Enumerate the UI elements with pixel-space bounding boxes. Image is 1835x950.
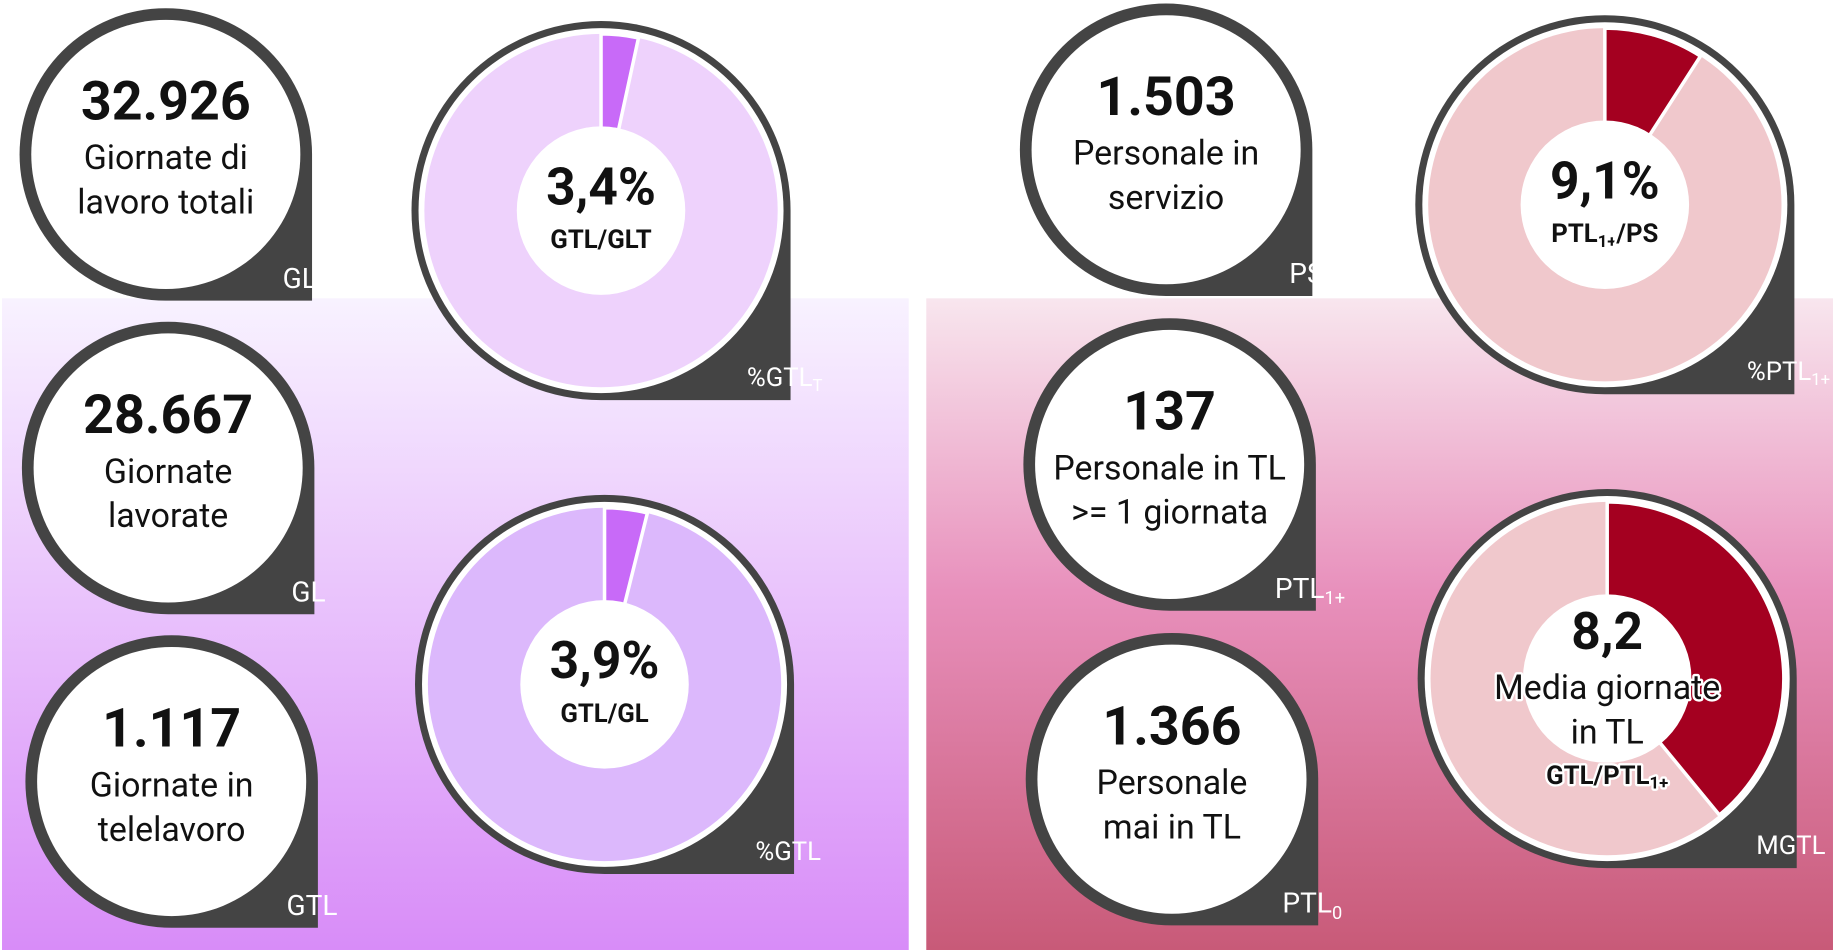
card-code-part: PTL (1282, 887, 1332, 920)
card-value: 1.366 (1102, 695, 1241, 758)
gauge-code-sub: T (812, 376, 822, 396)
gauge-code: MGTL (1756, 831, 1825, 861)
card-code-part: PTL (1275, 572, 1325, 605)
card-value: 28.667 (83, 384, 253, 447)
card-label: mai in TL (1103, 808, 1241, 847)
card-code: PTL1+ (1275, 572, 1345, 609)
card-value: 137 (1123, 381, 1216, 444)
gauge-hole (520, 600, 689, 769)
gauge-hole (516, 126, 686, 295)
gauge-hole (1522, 594, 1692, 763)
card-face (1031, 15, 1301, 285)
gauge-ratio-part: /PS (1615, 219, 1658, 249)
gauge-code-part: %GTL (755, 837, 821, 867)
gauge-ratio: GTL/GLT (550, 225, 652, 255)
card-label: telelavoro (98, 811, 246, 850)
gauge-code: %GTL (755, 837, 821, 867)
card-face (37, 646, 307, 917)
card-value: 32.926 (81, 71, 251, 134)
gauge-hole (1520, 120, 1690, 289)
card-label: lavoro totali (77, 184, 254, 223)
card-code-part: GL (291, 576, 325, 609)
card-code: GL (291, 576, 325, 609)
gauge-value: 9,1% (1550, 150, 1660, 211)
card-label: servizio (1108, 179, 1224, 218)
gauge-value: 3,4% (546, 156, 656, 217)
card-label: Personale in TL (1053, 449, 1286, 488)
gauge-code: %GTLT (747, 363, 823, 396)
card-value: 1.503 (1097, 66, 1236, 129)
card-label: >= 1 giornata (1071, 494, 1268, 533)
card-label: Giornate in (90, 766, 254, 805)
card-label: Personale in (1073, 135, 1259, 174)
gauge-ratio-part: GTL/PTL (1546, 761, 1649, 791)
gauge-code-sub: 1+ (1811, 370, 1830, 390)
card-label: Personale (1097, 764, 1248, 803)
gauge-ratio: GTL/GL (560, 699, 648, 729)
gauge-value: 8,2 (1571, 601, 1643, 662)
gauge-code: %PTL1+ (1747, 357, 1830, 390)
card-label: Giornate di (84, 139, 248, 178)
card-face (31, 19, 301, 289)
gauge-arc (1605, 500, 1786, 818)
gauge-ratio: PTL1+/PS (1551, 219, 1658, 252)
gauge-code-part: %GTL (747, 363, 813, 393)
card-label: Giornate (104, 453, 232, 492)
card-code-part: PS (1289, 258, 1323, 291)
gauge-label: Media giornate (1494, 669, 1720, 708)
card-code-part: GTL (287, 889, 338, 922)
gauge-code-part: %PTL (1747, 357, 1811, 387)
gauge-code-part: MGTL (1756, 831, 1825, 861)
card-code: GTL (287, 889, 338, 922)
gauge-label: in TL (1571, 714, 1644, 753)
card-code-sub: 1+ (1324, 588, 1345, 609)
gauge-ratio-part: GTL/GL (560, 699, 648, 729)
gauge-value: 3,9% (550, 630, 660, 691)
card-code: PS (1289, 258, 1323, 291)
card-code-part: GLT (283, 262, 330, 295)
gauge-ratio-sub: 1+ (1598, 232, 1617, 252)
card-code: GLT (283, 262, 330, 295)
card-face (1035, 329, 1305, 600)
gauge-ratio-part: PTL (1551, 219, 1598, 249)
card-label: lavorate (108, 497, 228, 536)
gauge-ratio-sub: 1+ (1650, 774, 1669, 794)
card-face (1037, 644, 1307, 914)
card-face (33, 333, 303, 603)
card-code: PTL0 (1282, 887, 1342, 924)
gauge-ratio: GTL/PTL1+ (1546, 761, 1668, 794)
gauge-ratio-part: GTL/GLT (550, 225, 652, 255)
card-value: 1.117 (102, 698, 241, 761)
card-code-sub: 0 (1332, 903, 1342, 924)
